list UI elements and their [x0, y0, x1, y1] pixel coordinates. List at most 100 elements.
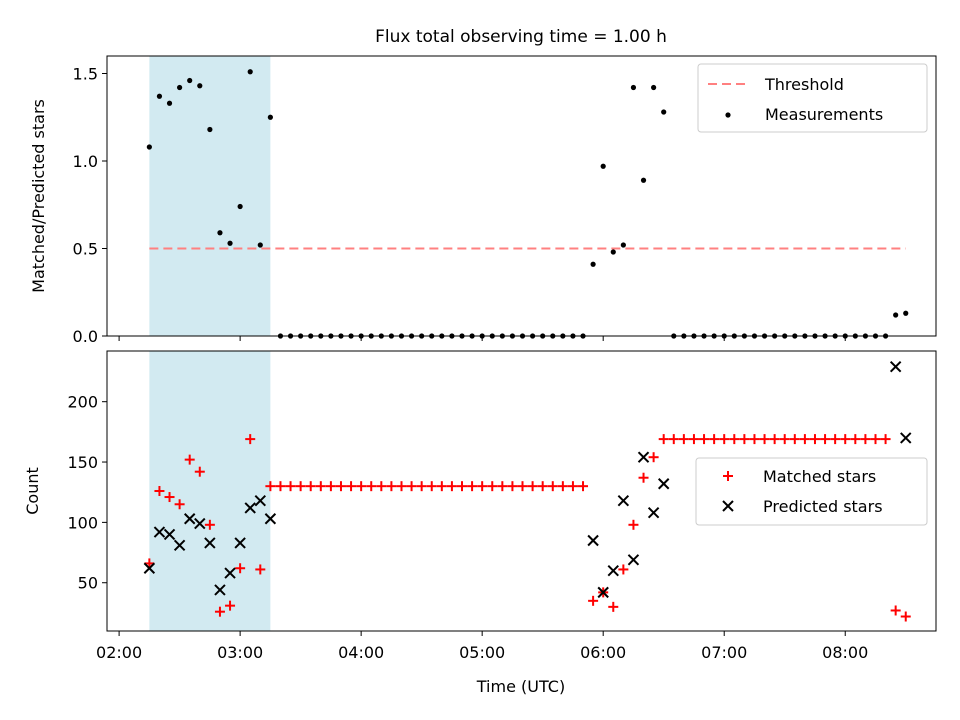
matched-star-point — [315, 481, 326, 492]
predicted-star-point — [637, 451, 650, 463]
bottom-y-tick-label: 50 — [78, 574, 98, 593]
top-legend-box — [697, 63, 928, 133]
bottom-legend-box — [695, 457, 928, 526]
matched-star-point — [537, 481, 548, 492]
matched-star-point — [446, 481, 457, 492]
matched-star-point — [618, 564, 629, 575]
x-tick-label: 02:00 — [96, 643, 142, 662]
matched-star-point — [235, 563, 246, 574]
matched-star-point — [295, 481, 306, 492]
measurement-point — [640, 177, 647, 183]
matched-star-point — [194, 466, 205, 477]
measurement-point — [166, 100, 173, 106]
matched-star-point — [467, 481, 478, 492]
matched-star-point — [658, 434, 669, 445]
matched-star-point — [456, 481, 467, 492]
legend-predicted-label: Predicted stars — [763, 497, 883, 516]
bottom-x-axis: 02:00 03:00 04:00 05:00 06:00 07:00 08:00 — [96, 631, 868, 662]
matched-star-point — [608, 601, 619, 612]
legend-matched-swatch — [723, 471, 733, 481]
matched-star-point — [799, 434, 810, 445]
measurement-point — [146, 144, 152, 150]
predicted-star-point — [234, 537, 246, 549]
matched-star-point — [255, 564, 266, 575]
matched-star-point — [578, 481, 589, 492]
matched-star-point — [759, 434, 770, 445]
matched-star-point — [325, 481, 336, 492]
matched-star-point — [517, 481, 528, 492]
legend-matched-label: Matched stars — [763, 467, 876, 486]
measurement-point — [893, 312, 899, 318]
top-plot-frame — [106, 55, 937, 337]
matched-star-point — [749, 434, 760, 445]
matched-star-point — [870, 434, 881, 445]
matched-star-point — [588, 595, 599, 606]
matched-star-point — [809, 434, 820, 445]
matched-star-point — [850, 434, 861, 445]
matched-star-point — [366, 481, 377, 492]
matched-star-point — [769, 434, 780, 445]
predicted-star-point — [900, 432, 912, 444]
predicted-star-point — [607, 564, 619, 577]
matched-star-point — [154, 486, 165, 496]
bottom-panel: 50 100 150 200 02:00 03:00 04:00 05:00 06:00 07:… — [23, 350, 937, 696]
matched-star-point — [305, 481, 316, 492]
top-y-axis-label: Matched/Predicted stars — [29, 99, 48, 293]
matched-star-point — [860, 434, 871, 445]
measurement-point — [207, 126, 213, 133]
predicted-star-point — [657, 478, 670, 490]
matched-star-point — [779, 434, 790, 445]
bottom-plot-frame — [106, 350, 937, 632]
top-y-tick-label: 1.0 — [73, 152, 98, 171]
top-y-tick-label: 0.0 — [73, 327, 98, 346]
measurement-point — [610, 249, 616, 255]
legend-threshold-label: Threshold — [764, 75, 844, 94]
measurement-point — [600, 163, 606, 169]
legend-predicted-marker — [722, 500, 734, 512]
predicted-star-point — [627, 554, 640, 566]
bottom-legend: Matched stars Predicted stars — [695, 457, 928, 526]
matched-star-point — [880, 434, 891, 445]
measurement-point — [267, 114, 273, 120]
matched-star-point — [245, 434, 256, 445]
predicted-star-point — [254, 494, 267, 507]
bottom-y-tick-label: 100 — [67, 513, 98, 532]
bottom-shaded-region — [149, 351, 271, 631]
matched-star-point — [174, 499, 185, 510]
top-y-tick-label: 1.5 — [73, 65, 98, 84]
matched-star-point — [204, 519, 215, 530]
matched-star-point — [285, 481, 296, 492]
predicted-star-point — [244, 502, 256, 514]
top-shaded-region — [149, 56, 271, 336]
x-tick-label: 07:00 — [701, 643, 747, 662]
matched-star-point — [789, 434, 800, 445]
measurement-point — [187, 77, 193, 84]
x-tick-label: 05:00 — [459, 643, 505, 662]
matched-star-point — [275, 481, 286, 492]
x-tick-label: 06:00 — [580, 643, 626, 662]
top-x-ticks — [118, 336, 846, 341]
measurement-point — [177, 84, 183, 91]
predicted-star-point — [163, 528, 176, 541]
measurement-point — [227, 240, 233, 246]
matched-star-point — [376, 481, 387, 492]
measurement-point — [620, 242, 626, 248]
x-tick-label: 08:00 — [822, 643, 868, 662]
legend-predicted-swatch — [722, 500, 734, 512]
matched-star-point — [406, 481, 417, 492]
matched-star-point — [487, 481, 498, 492]
predicted-star-point — [587, 534, 599, 547]
matched-star-point — [729, 434, 740, 445]
matched-star-point — [507, 481, 518, 492]
measurement-point — [156, 93, 163, 99]
matched-star-point — [346, 481, 357, 492]
predicted-star-point — [143, 562, 156, 574]
matched-star-point — [477, 481, 488, 492]
bottom-y-axis: 50 100 150 200 — [67, 393, 107, 593]
matched-star-point — [527, 481, 538, 492]
top-panel: 0.0 0.5 1.0 1.5 Matched/Predicted stars Thr… — [29, 55, 937, 346]
matched-star-point — [164, 492, 175, 503]
matched-star-point — [356, 481, 367, 492]
top-y-tick-label: 0.5 — [73, 240, 98, 259]
predicted-star-point — [647, 507, 660, 519]
